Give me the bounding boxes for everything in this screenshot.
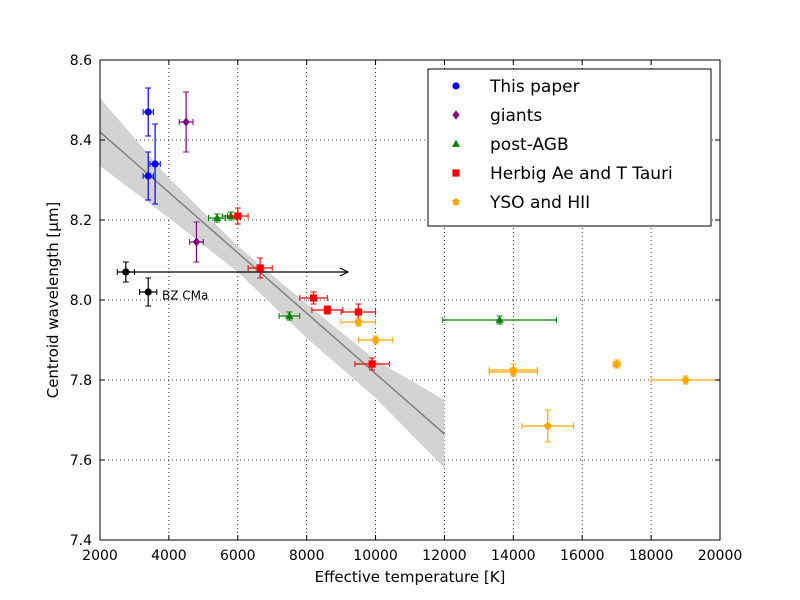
x-tick-label: 14000 [491,548,536,564]
axis-ticks: 2000 4000 6000 8000 10000 12000 14000 16000 1800… [70,53,743,564]
data-point [681,376,690,384]
y-tick-label: 7.4 [70,533,92,549]
y-tick-label: 8.2 [70,213,92,229]
data-point [213,213,222,221]
annotations: BZ CMa [162,289,208,303]
data-point [612,360,621,368]
data-point [122,268,130,276]
range-arrow [125,267,350,277]
y-tick-label: 8.0 [70,293,92,309]
data-point [226,211,235,219]
legend-label: giants [490,106,542,126]
annotation-label: BZ CMa [162,289,208,303]
data-point [144,172,152,180]
y-tick-label: 8.4 [70,133,92,149]
fit-line [99,131,445,435]
legend-marker [452,139,460,147]
data-point [354,308,362,316]
data-point [151,160,159,168]
series-1 [178,91,204,263]
x-tick-label: 16000 [560,548,605,564]
legend-marker [452,82,460,90]
legend-item: This paper [452,77,580,97]
x-tick-label: 18000 [629,548,674,564]
data-point [192,237,201,247]
data-point [256,264,264,272]
data-point [544,422,552,430]
series-5 [116,261,158,307]
x-tick-label: 6000 [220,548,256,564]
legend-item: Herbig Ae and T Tauri [452,164,673,184]
series-4 [340,317,721,443]
legend-item: post-AGB [452,135,569,155]
legend-label: post-AGB [490,135,569,155]
data-point [309,294,318,302]
data-point [323,306,331,314]
x-tick-label: 20000 [698,548,743,564]
series-0 [142,87,161,205]
data-point [371,336,380,344]
data-point [509,368,518,376]
legend-marker [452,110,460,120]
data-point [144,108,152,116]
data-point [234,212,242,220]
x-tick-label: 4000 [151,548,187,564]
y-tick-label: 8.6 [70,53,92,69]
y-axis-label: Centroid wavelength [μm] [44,202,62,399]
x-tick-label: 8000 [289,548,325,564]
x-tick-label: 10000 [353,548,398,564]
x-tick-label: 2000 [82,548,118,564]
legend-marker [452,169,460,177]
regression-line [99,131,445,435]
x-axis-label: Effective temperature [K] [315,568,506,586]
legend-item: giants [452,106,542,126]
legend-label: YSO and HII [489,193,590,213]
data-point [354,318,363,326]
x-tick-label: 12000 [422,548,467,564]
data-point [368,360,376,368]
legend-box [427,68,712,227]
data-points [116,87,721,443]
y-tick-label: 7.8 [70,373,92,389]
data-point [144,288,152,296]
legend-label: Herbig Ae and T Tauri [490,164,673,184]
data-point [495,315,504,323]
legend-marker [452,198,460,206]
series-2 [208,211,557,325]
series-3 [226,207,390,371]
data-point [182,117,190,127]
legend-label: This paper [489,77,580,97]
legend-item: YSO and HII [452,193,590,213]
data-point [285,311,294,319]
arrow-head [339,267,350,277]
legend: This paper giants post-AGB Herbig Ae and T … [427,68,712,227]
y-tick-label: 7.6 [70,453,92,469]
